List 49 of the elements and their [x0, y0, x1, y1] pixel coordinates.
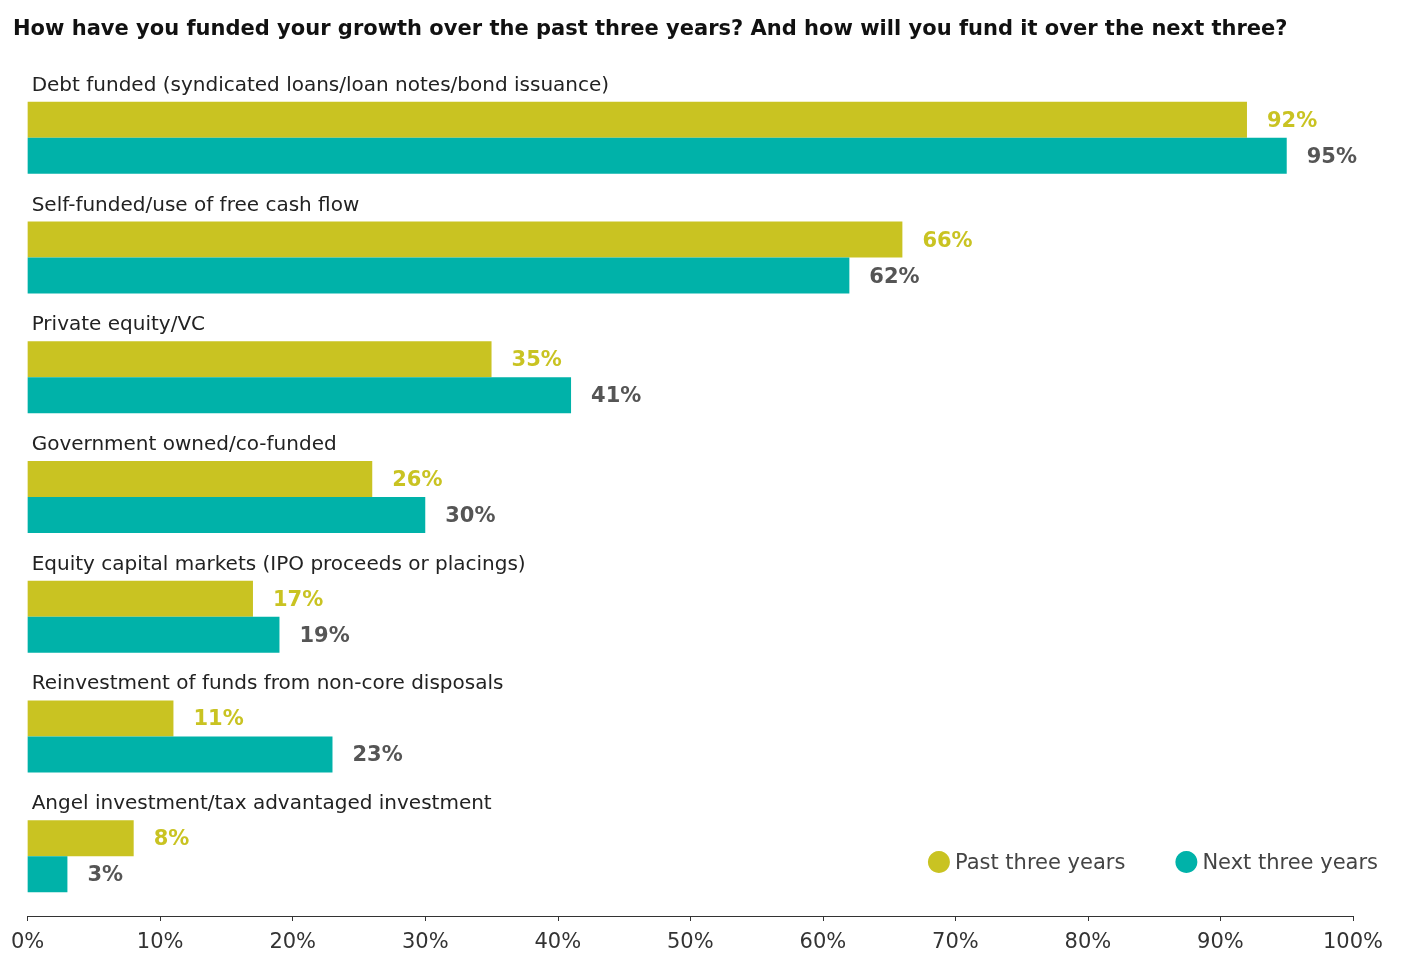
y-tick-label: Debt funded (syndicated loans/loan notes/bond issuance) [31, 71, 610, 96]
y-tick-label: Government owned/co-funded [31, 431, 337, 455]
x-tick-label: 10% [136, 928, 184, 953]
bar [27, 736, 333, 773]
bar [27, 616, 280, 653]
x-tick-label: 30% [401, 928, 449, 953]
x-tick-label: 50% [666, 928, 714, 953]
bar [27, 580, 253, 617]
data-label: 8% [153, 826, 190, 851]
x-tick-label: 90% [1197, 928, 1244, 953]
x-tick-label: 20% [269, 928, 317, 953]
x-tick-label: 80% [1064, 928, 1112, 953]
data-label: 62% [869, 263, 920, 288]
data-label: 17% [272, 586, 324, 611]
legend-label: Past three years [954, 850, 1126, 874]
data-label: 35% [511, 347, 562, 372]
bar [27, 257, 850, 294]
bar [27, 856, 68, 893]
data-label: 23% [352, 742, 403, 767]
legend-label: Next three years [1202, 850, 1379, 874]
bar [27, 137, 1287, 174]
x-tick-label: 40% [534, 928, 582, 953]
bar [27, 820, 134, 857]
data-label: 92% [1266, 107, 1318, 132]
data-label: 26% [392, 467, 443, 491]
data-label: 66% [922, 227, 973, 252]
chart-title: How have you funded your growth over the past three years? And how will you fund it over the next three? [13, 15, 1288, 40]
x-tick-label: 60% [799, 928, 847, 953]
data-label: 30% [445, 503, 496, 527]
y-tick-label: Self-funded/use of free cash flow [31, 191, 360, 216]
bar [27, 497, 426, 533]
x-tick-label: 100% [1322, 928, 1384, 953]
bar [27, 221, 903, 258]
data-label: 19% [299, 622, 350, 647]
y-tick-label: Private equity/VC [31, 311, 206, 336]
data-label: 41% [591, 383, 642, 408]
bar [27, 461, 373, 497]
bar [27, 101, 1247, 138]
data-label: 95% [1306, 143, 1357, 168]
y-tick-label: Angel investment/tax advantaged investment [31, 790, 492, 815]
data-label: 3% [87, 862, 124, 887]
bar [27, 700, 174, 737]
data-label: 11% [193, 706, 244, 731]
x-tick-label: 70% [932, 928, 979, 953]
bar [27, 377, 572, 414]
y-tick-label: Reinvestment of funds from non-core disposals [31, 670, 504, 695]
bar [27, 341, 492, 378]
x-tick-label: 0% [10, 928, 45, 953]
y-tick-label: Equity capital markets (IPO proceeds or placings) [31, 550, 526, 575]
